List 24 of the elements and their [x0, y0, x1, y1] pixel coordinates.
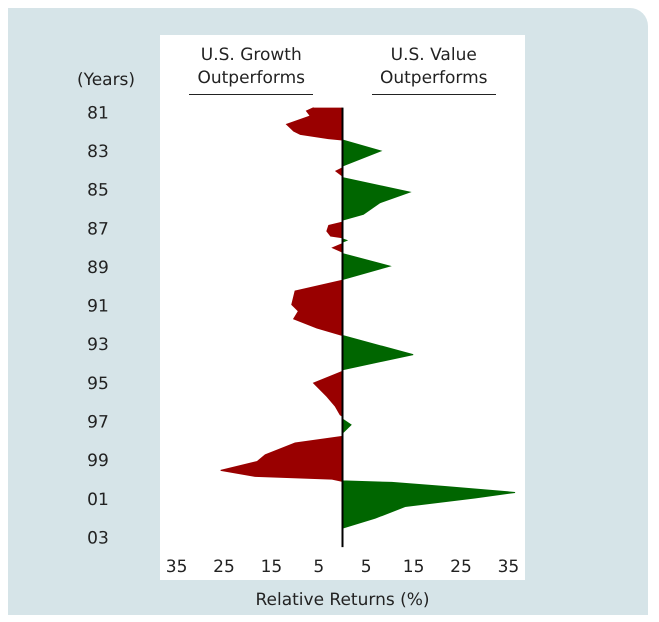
annotation: U.S. Growth Outperforms — [189, 44, 314, 95]
y-tick-label: 89 — [87, 258, 109, 278]
x-tick-label: 25 — [213, 557, 235, 577]
x-tick-label: 15 — [402, 557, 424, 577]
y-tick-label: 85 — [87, 180, 109, 201]
y-tick-label: 87 — [87, 219, 109, 240]
x-tick-label: 5 — [313, 557, 324, 577]
y-tick-label: 81 — [87, 103, 109, 124]
x-tick-label: 35 — [166, 557, 188, 577]
x-tick-label: 25 — [450, 557, 472, 577]
x-tick-label: 35 — [498, 557, 520, 577]
y-axis-title: (Years) — [76, 70, 136, 90]
y-tick-label: 97 — [87, 412, 109, 433]
x-tick-label: 5 — [360, 557, 372, 577]
x-axis-title: Relative Returns (%) — [254, 590, 431, 610]
y-tick-label: 95 — [87, 374, 109, 394]
y-tick-label: 93 — [87, 335, 109, 356]
y-tick-label: 91 — [87, 296, 109, 317]
annotation: U.S. Value Outperforms — [372, 44, 496, 95]
x-tick-label: 15 — [260, 557, 282, 577]
y-tick-label: 01 — [87, 490, 109, 510]
y-tick-label: 03 — [87, 528, 109, 548]
y-tick-label: 83 — [87, 142, 109, 162]
y-tick-label: 99 — [87, 451, 109, 472]
